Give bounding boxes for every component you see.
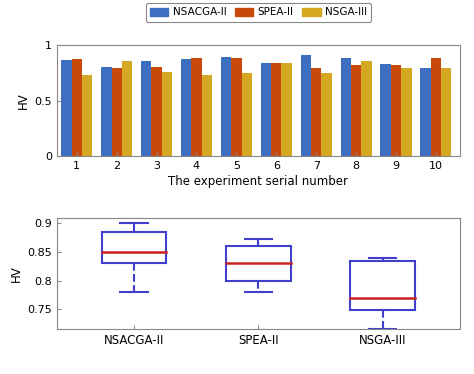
Bar bbox=[226, 246, 291, 280]
Bar bbox=[242, 73, 252, 156]
Y-axis label: HV: HV bbox=[10, 265, 23, 282]
Bar bbox=[72, 59, 82, 156]
Bar bbox=[231, 58, 242, 156]
Bar bbox=[122, 61, 132, 156]
Bar bbox=[261, 63, 271, 156]
Bar bbox=[221, 56, 231, 156]
Bar bbox=[340, 58, 351, 156]
Bar bbox=[420, 68, 431, 156]
Bar bbox=[151, 67, 162, 156]
Bar bbox=[191, 58, 201, 156]
Bar bbox=[391, 65, 401, 156]
Y-axis label: HV: HV bbox=[17, 92, 30, 109]
Bar bbox=[301, 55, 311, 156]
Bar bbox=[201, 75, 212, 156]
Bar bbox=[162, 72, 172, 156]
Bar bbox=[82, 75, 92, 156]
X-axis label: The experiment serial number: The experiment serial number bbox=[168, 175, 348, 188]
Bar bbox=[361, 61, 372, 156]
Bar bbox=[351, 65, 361, 156]
Bar bbox=[350, 261, 415, 310]
Bar bbox=[282, 63, 292, 156]
Bar bbox=[271, 63, 282, 156]
Bar bbox=[101, 67, 111, 156]
Bar bbox=[311, 68, 321, 156]
Bar bbox=[401, 68, 411, 156]
Legend: NSACGA-II, SPEA-II, NSGA-III: NSACGA-II, SPEA-II, NSGA-III bbox=[146, 3, 371, 22]
Bar bbox=[441, 68, 451, 156]
Bar bbox=[61, 59, 72, 156]
Bar bbox=[141, 61, 151, 156]
Bar bbox=[381, 64, 391, 156]
Bar bbox=[181, 59, 191, 156]
Bar bbox=[431, 58, 441, 156]
Bar bbox=[101, 232, 166, 263]
Bar bbox=[111, 68, 122, 156]
Bar bbox=[321, 73, 332, 156]
